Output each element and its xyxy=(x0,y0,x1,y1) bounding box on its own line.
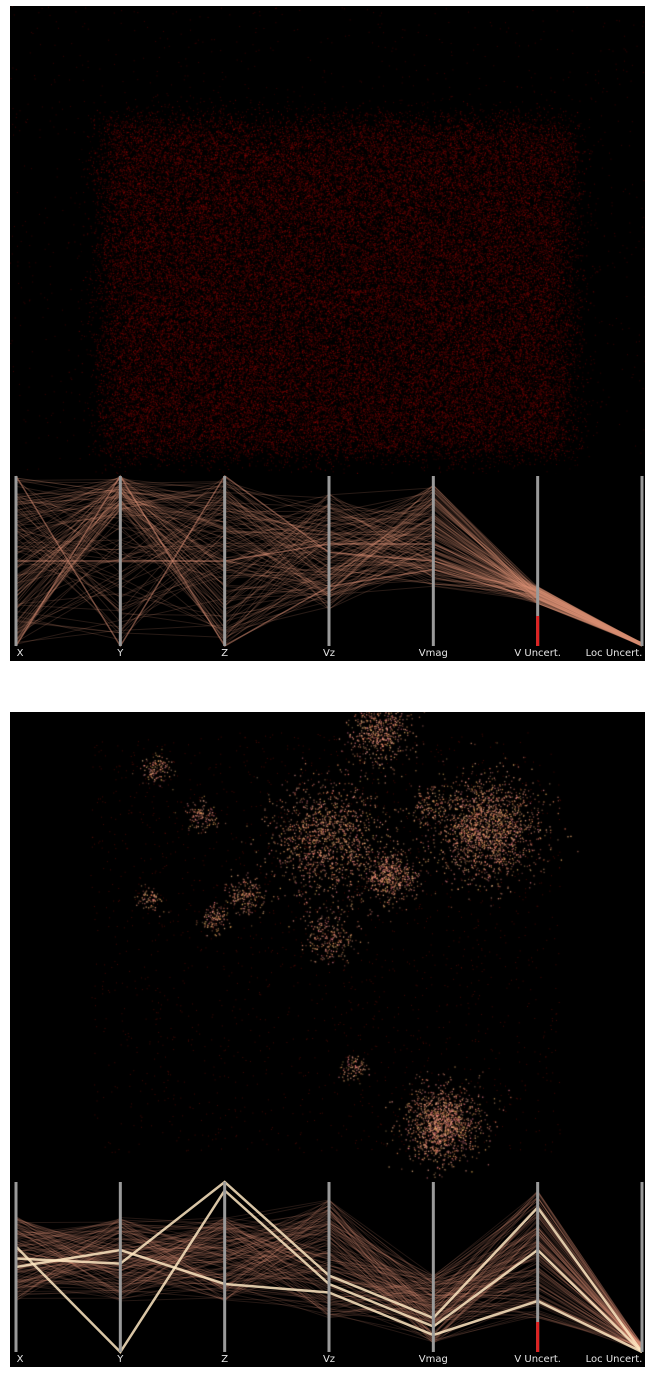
axis-label: Y xyxy=(117,1354,124,1365)
axis-label: X xyxy=(16,1354,24,1365)
axis-label: V Uncert. xyxy=(514,648,561,659)
axis-label: Vmag xyxy=(418,648,448,659)
axis-label: V Uncert. xyxy=(514,1354,561,1365)
top-visualization-panel: X Y Z Vz Vmag V Uncert. Loc Uncert. xyxy=(10,6,645,661)
axis-label: Vz xyxy=(322,1354,336,1365)
top-parallel-coordinates xyxy=(14,474,644,648)
axis-label: Z xyxy=(221,1354,229,1365)
top-scatter-plot xyxy=(10,6,645,474)
axis-label: Y xyxy=(117,648,124,659)
axis-label: Loc Uncert. xyxy=(585,648,643,659)
axis-label: Z xyxy=(221,648,229,659)
bottom-scatter-plot xyxy=(10,712,645,1180)
axis-label: Loc Uncert. xyxy=(585,1354,643,1365)
axis-label: X xyxy=(16,648,24,659)
bottom-parallel-coordinates xyxy=(14,1180,644,1354)
axis-label: Vz xyxy=(322,648,336,659)
bottom-visualization-panel: X Y Z Vz Vmag V Uncert. Loc Uncert. xyxy=(10,712,645,1367)
axis-label: Vmag xyxy=(418,1354,448,1365)
